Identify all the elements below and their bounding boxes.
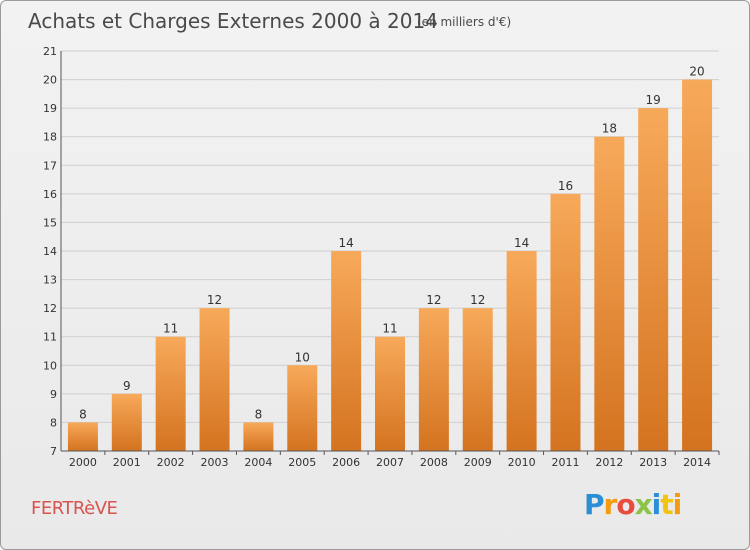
- bar-2001: [111, 393, 142, 451]
- data-label: 9: [123, 379, 131, 393]
- y-tick-label: 10: [43, 359, 57, 372]
- data-label: 8: [79, 407, 87, 421]
- x-tick-label: 2004: [244, 456, 272, 469]
- x-tick-label: 2014: [683, 456, 711, 469]
- bar-2010: [506, 251, 537, 451]
- bar-2000: [67, 422, 98, 451]
- y-tick-label: 14: [43, 245, 57, 258]
- bar-2005: [287, 365, 318, 451]
- bars: 8 9 11 12 8 10 14 11 12 12 14 16 18 19 20: [67, 65, 713, 452]
- bar-2007: [375, 336, 405, 451]
- x-tick-label: 2003: [201, 456, 229, 469]
- y-tick-label: 7: [50, 445, 57, 458]
- y-tick-label: 17: [43, 159, 57, 172]
- data-label: 12: [426, 293, 441, 307]
- bar-2004: [243, 422, 274, 451]
- data-label: 19: [646, 93, 661, 107]
- x-tick-label: 2010: [508, 456, 536, 469]
- bar-2002: [155, 336, 186, 451]
- y-tick-label: 13: [43, 274, 57, 287]
- data-label: 10: [295, 350, 310, 364]
- bar-2009: [462, 308, 493, 451]
- y-tick-label: 8: [50, 416, 57, 429]
- y-tick-label: 9: [50, 388, 57, 401]
- x-tick-label: 2005: [288, 456, 316, 469]
- y-tick-label: 19: [43, 102, 57, 115]
- bar-2014: [682, 79, 713, 452]
- x-tick-label: 2007: [376, 456, 404, 469]
- y-tick-label: 21: [43, 45, 57, 58]
- y-tick-label: 11: [43, 331, 57, 344]
- x-tick-label: 2012: [595, 456, 623, 469]
- x-tick-label: 2001: [113, 456, 141, 469]
- x-tick-label: 2008: [420, 456, 448, 469]
- data-label: 14: [338, 236, 353, 250]
- data-label: 11: [163, 322, 178, 336]
- chart-subtitle: (en milliers d'€): [417, 15, 512, 29]
- axes: 7 8 9 10 11 12 13 14 15 16 17 18 19 20 21 2000 2001 2002 2…: [43, 45, 720, 469]
- bar-2013: [638, 108, 669, 452]
- x-tick-label: 2009: [464, 456, 492, 469]
- data-label: 14: [514, 236, 529, 250]
- data-label: 16: [558, 179, 573, 193]
- bar-2011: [550, 193, 581, 451]
- x-tick-label: 2006: [332, 456, 360, 469]
- bar-2008: [418, 308, 449, 451]
- y-tick-label: 12: [43, 302, 57, 315]
- x-tick-label: 2011: [551, 456, 579, 469]
- x-tick-label: 2000: [69, 456, 97, 469]
- y-tick-label: 15: [43, 216, 57, 229]
- y-tick-label: 20: [43, 74, 57, 87]
- y-tick-label: 18: [43, 131, 57, 144]
- x-tick-label: 2013: [639, 456, 667, 469]
- bar-2012: [594, 136, 625, 451]
- y-tick-label: 16: [43, 188, 57, 201]
- commune-name: FERTRèVE: [31, 498, 118, 519]
- bar-2003: [199, 308, 230, 451]
- data-label: 12: [207, 293, 222, 307]
- proxiti-logo[interactable]: Proxiti: [584, 488, 682, 521]
- chart-title: Achats et Charges Externes 2000 à 2014: [28, 9, 438, 33]
- data-label: 8: [255, 407, 263, 421]
- data-label: 18: [602, 122, 617, 136]
- bar-2006: [331, 251, 362, 451]
- x-tick-label: 2002: [157, 456, 185, 469]
- data-label: 12: [470, 293, 485, 307]
- data-label: 11: [382, 322, 397, 336]
- data-label: 20: [689, 65, 704, 79]
